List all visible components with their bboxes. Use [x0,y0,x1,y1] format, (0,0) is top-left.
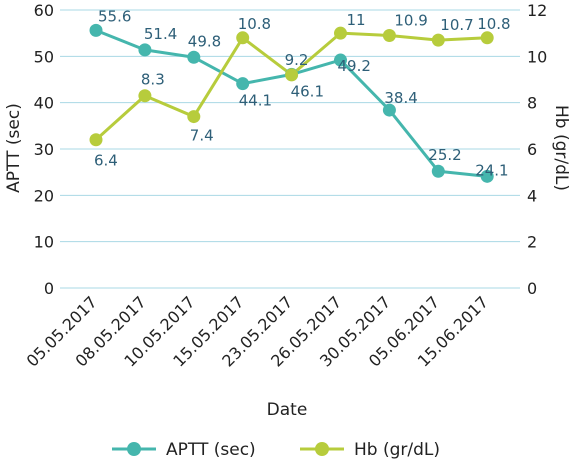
right-axis-ticks: 0 2 4 6 8 10 12 [527,1,547,298]
y2-tick-label: 12 [527,1,547,20]
y-tick-label: 0 [44,279,54,298]
data-point [480,31,494,45]
data-point [138,89,152,103]
data-label: 46.1 [291,82,324,100]
y-tick-label: 60 [34,1,54,20]
data-point [382,103,396,117]
data-label: 7.4 [190,127,214,145]
data-point [334,53,347,67]
data-label: 25.2 [428,146,461,164]
data-label: 51.4 [144,25,177,43]
y-tick-label: 10 [34,233,54,252]
data-point [382,28,396,42]
data-point [334,26,347,40]
legend-swatch-marker [315,442,329,456]
legend-swatch-marker [127,442,141,456]
data-point [89,23,103,37]
y2-axis-title: Hb (gr/dL) [551,105,571,191]
data-point [187,50,201,64]
y2-tick-label: 8 [527,94,537,113]
data-point [236,31,250,45]
data-labels: 55.6 51.4 49.8 44.1 46.1 49.2 38.4 25.2 24.1 6.4 8… [94,7,511,179]
y-tick-label: 30 [34,140,54,159]
data-label: 8.3 [141,71,165,89]
data-point [89,133,103,147]
y2-tick-label: 2 [527,233,537,252]
legend-label: Hb (gr/dL) [354,440,440,460]
data-label: 49.8 [188,32,221,50]
data-point [431,33,445,47]
data-label: 6.4 [94,152,118,170]
y-tick-label: 50 [34,47,54,66]
y-axis-title: APTT (sec) [4,103,24,193]
data-label: 44.1 [239,92,272,110]
data-point [285,68,299,82]
data-label: 10.8 [238,15,271,33]
y-tick-label: 40 [34,94,54,113]
data-label: 10.7 [440,16,473,34]
data-label: 24.1 [475,161,508,179]
series-points [89,23,494,183]
data-point [236,77,250,91]
data-label: 38.4 [384,89,417,107]
x-axis-title: Date [267,400,308,420]
y2-tick-label: 0 [527,279,537,298]
data-label: 11 [347,11,366,29]
left-axis-ticks: 0 10 20 30 40 50 60 [34,1,54,298]
data-label: 10.8 [477,15,510,33]
data-label: 10.9 [394,11,427,29]
y2-tick-label: 6 [527,140,537,159]
data-label: 9.2 [285,51,309,69]
y2-tick-label: 10 [527,47,547,66]
y2-tick-label: 4 [527,186,537,205]
data-point [480,169,494,183]
data-label: 49.2 [338,57,371,75]
data-point [138,43,152,57]
legend-label: APTT (sec) [166,440,256,460]
legend: APTT (sec) Hb (gr/dL) [112,440,440,460]
data-point [187,110,201,124]
x-axis-ticks: 05.05.201708.05.201710.05.201715.05.2017… [23,292,492,370]
data-label: 55.6 [98,7,131,25]
data-point [431,164,445,178]
y-tick-label: 20 [34,186,54,205]
